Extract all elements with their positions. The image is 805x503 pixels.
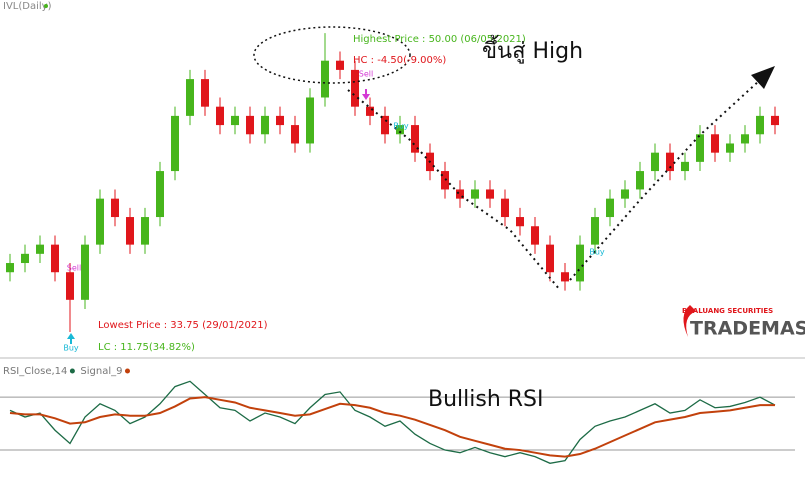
candle-body <box>36 244 44 254</box>
candle-body <box>366 106 374 116</box>
signal-label: Buy <box>393 122 409 131</box>
candle-body <box>66 272 74 300</box>
candle-body <box>651 152 659 172</box>
candle-body <box>636 171 644 190</box>
candle-body <box>141 217 149 245</box>
price-panel <box>6 33 779 333</box>
signal-label: Buy <box>63 344 79 353</box>
arrow-head <box>751 66 775 89</box>
candle-body <box>576 244 584 282</box>
highest-label: Highest Price : 50.00 (06/05/2021) <box>353 34 526 45</box>
lc-label: LC : 11.75(34.82%) <box>98 342 195 353</box>
up-trend-line <box>569 79 761 281</box>
rsi-line <box>9 396 775 458</box>
candle-body <box>51 244 59 273</box>
candle-body <box>726 143 734 153</box>
brand-product: TRADEMASTER <box>690 318 805 340</box>
candle-body <box>606 198 614 218</box>
legend-swatch <box>124 368 130 374</box>
sell-arrow <box>362 89 370 100</box>
candle-body <box>336 60 344 70</box>
candle-body <box>756 115 764 135</box>
candle-body <box>291 125 299 144</box>
candle-body <box>411 125 419 153</box>
legend-label: RSI_Close,14 <box>3 366 67 377</box>
candle-body <box>231 115 239 126</box>
candle-body <box>771 115 779 126</box>
candle-body <box>546 244 554 273</box>
candle-body <box>111 198 119 218</box>
buy-arrow <box>67 333 75 344</box>
candle-body <box>306 97 314 144</box>
candle-body <box>216 106 224 126</box>
candle-body <box>201 79 209 107</box>
candle-body <box>441 171 449 190</box>
signal-label: Sell <box>67 264 81 273</box>
candle-body <box>516 217 524 227</box>
rsi-legend: RSI_Close,14 Signal_9 <box>3 366 130 377</box>
candle-body <box>186 79 194 116</box>
candle-body <box>681 161 689 172</box>
title-dot <box>44 4 48 8</box>
candle-body <box>741 134 749 144</box>
price-title: IVL(Daily) <box>3 1 52 12</box>
candle-body <box>561 272 569 282</box>
candle-body <box>351 69 359 107</box>
candle-body <box>261 115 269 135</box>
candle-body <box>456 189 464 199</box>
down-trend-line <box>347 89 561 291</box>
high-caption: ขึ้นสู่ High <box>482 35 583 64</box>
candle-body <box>96 198 104 245</box>
candle-body <box>381 115 389 135</box>
candle-body <box>621 189 629 199</box>
candle-body <box>276 115 284 126</box>
hc-label: HC : -4.50(-9.00%) <box>353 55 446 66</box>
candle-body <box>666 152 674 172</box>
rsi-panel <box>0 380 795 464</box>
candle-body <box>711 134 719 153</box>
candle-body <box>591 217 599 245</box>
logo-flame <box>683 305 696 337</box>
legend-swatch <box>69 368 75 374</box>
candle-body <box>21 253 29 264</box>
candle-body <box>471 189 479 199</box>
brand-company: BUALUANG SECURITIES <box>682 307 773 315</box>
candle-body <box>156 171 164 218</box>
legend-label: Signal_9 <box>80 366 122 377</box>
candle-body <box>531 226 539 245</box>
signal-label: Buy <box>589 248 605 257</box>
rsi-line <box>9 380 776 464</box>
candle-body <box>321 60 329 98</box>
candle-body <box>246 115 254 135</box>
candle-body <box>396 125 404 135</box>
high-ellipse <box>253 26 411 84</box>
candle-body <box>81 244 89 300</box>
rsi-caption: Bullish RSI <box>428 387 544 412</box>
candle-body <box>171 115 179 172</box>
lowest-label: Lowest Price : 33.75 (29/01/2021) <box>98 320 268 331</box>
candle-body <box>696 134 704 162</box>
candle-body <box>6 263 14 273</box>
candle-body <box>501 198 509 218</box>
signal-label: Sell <box>359 70 373 79</box>
candle-body <box>126 217 134 245</box>
candle-body <box>486 189 494 199</box>
